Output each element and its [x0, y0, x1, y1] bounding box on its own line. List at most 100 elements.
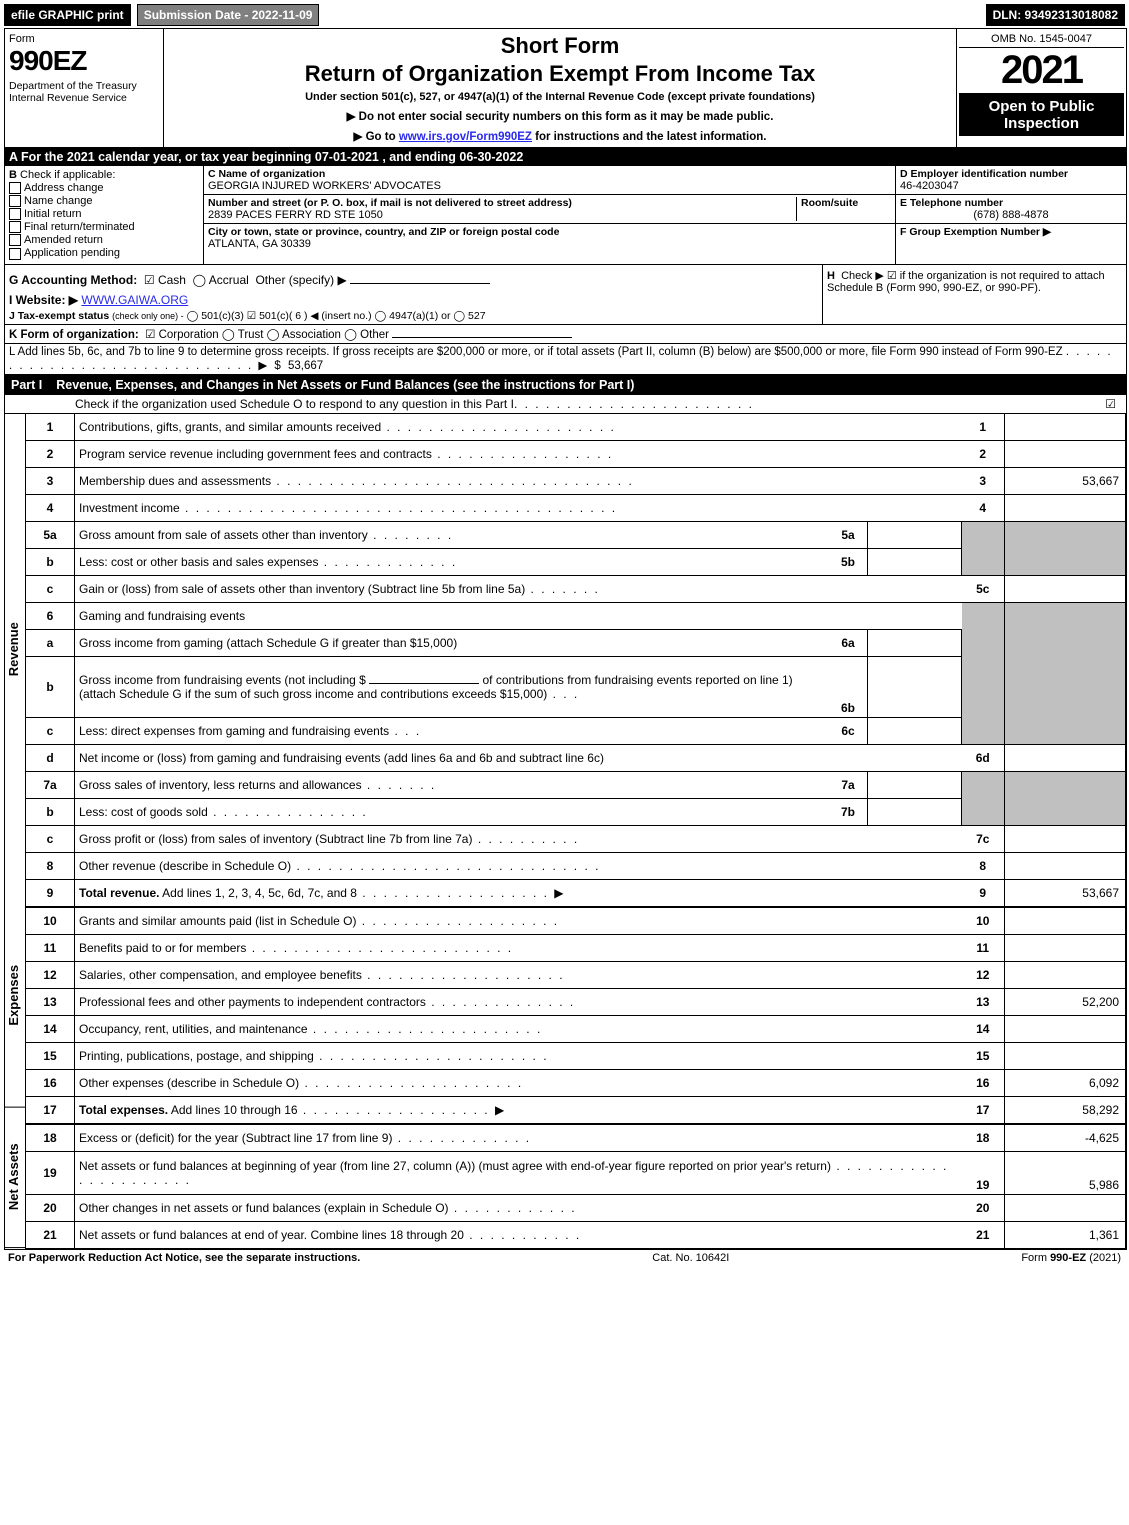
table-row: bLess: cost or other basis and sales exp… [26, 548, 1126, 575]
goto-suffix: for instructions and the latest informat… [532, 131, 767, 143]
dln-number: DLN: 93492313018082 [986, 4, 1125, 26]
table-row: 20Other changes in net assets or fund ba… [26, 1194, 1126, 1221]
part-i-table: 1Contributions, gifts, grants, and simil… [26, 414, 1126, 1249]
table-row: 16Other expenses (describe in Schedule O… [26, 1069, 1126, 1096]
label-name-change: Name change [24, 195, 93, 207]
submission-date: Submission Date - 2022-11-09 [137, 4, 320, 26]
checkbox-final-return[interactable] [9, 221, 21, 233]
box-c-street-label: Number and street (or P. O. box, if mail… [208, 197, 796, 209]
checkbox-application-pending[interactable] [9, 248, 21, 260]
table-row: 12Salaries, other compensation, and empl… [26, 961, 1126, 988]
box-g-label: G Accounting Method: [9, 273, 137, 287]
table-row: 6Gaming and fundraising events [26, 602, 1126, 629]
box-j-options: ◯ 501(c)(3) ☑ 501(c)( 6 ) ◀ (insert no.)… [187, 310, 486, 322]
table-row: 13Professional fees and other payments t… [26, 988, 1126, 1015]
ein-value: 46-4203047 [900, 180, 1122, 192]
form-title: Return of Organization Exempt From Incom… [172, 61, 948, 87]
box-i-label: I Website: ▶ [9, 293, 78, 307]
label-address-change: Address change [24, 182, 104, 194]
table-row: 5aGross amount from sale of assets other… [26, 521, 1126, 548]
open-to-public: Open to Public Inspection [959, 94, 1124, 136]
table-row: 17Total expenses. Add lines 10 through 1… [26, 1096, 1126, 1124]
table-row: 11Benefits paid to or for members . . . … [26, 934, 1126, 961]
side-label-revenue: Revenue [5, 414, 25, 884]
form-subtitle: Under section 501(c), 527, or 4947(a)(1)… [172, 91, 948, 103]
box-b-letter: B [9, 169, 17, 181]
box-h-letter: H [827, 270, 835, 282]
part-i-sub: Check if the organization used Schedule … [75, 397, 514, 411]
footer-form-no: 990-EZ [1050, 1252, 1086, 1264]
org-city: ATLANTA, GA 30339 [208, 238, 891, 250]
checkbox-address-change[interactable] [9, 182, 21, 194]
irs-link[interactable]: www.irs.gov/Form990EZ [399, 131, 532, 143]
box-j-sub: (check only one) - [112, 311, 184, 321]
form-number: 990EZ [9, 45, 159, 77]
box-d-label: D Employer identification number [900, 168, 1122, 180]
table-row: 1Contributions, gifts, grants, and simil… [26, 414, 1126, 441]
table-row: cGross profit or (loss) from sales of in… [26, 825, 1126, 852]
box-f-label: F Group Exemption Number ▶ [900, 226, 1122, 238]
goto-prefix: ▶ Go to [354, 131, 399, 143]
table-row: dNet income or (loss) from gaming and fu… [26, 744, 1126, 771]
table-row: 2Program service revenue including gover… [26, 440, 1126, 467]
room-suite-label: Room/suite [801, 197, 891, 209]
efile-graphic-print: efile GRAPHIC print [4, 4, 131, 26]
department-label: Department of the Treasury Internal Reve… [9, 80, 159, 104]
box-e-label: E Telephone number [900, 197, 1122, 209]
footer-paperwork: For Paperwork Reduction Act Notice, see … [8, 1252, 360, 1264]
table-row: 10Grants and similar amounts paid (list … [26, 907, 1126, 935]
telephone-value: (678) 888-4878 [900, 209, 1122, 221]
omb-number: OMB No. 1545-0047 [959, 31, 1124, 48]
box-c-city-label: City or town, state or province, country… [208, 226, 891, 238]
checkbox-amended-return[interactable] [9, 234, 21, 246]
table-row: 19Net assets or fund balances at beginni… [26, 1151, 1126, 1194]
box-h-text: Check ▶ ☑ if the organization is not req… [827, 270, 1105, 294]
form-label: Form [9, 33, 159, 45]
box-b-label: Check if applicable: [20, 169, 115, 181]
table-row: 21Net assets or fund balances at end of … [26, 1221, 1126, 1248]
footer-form-year: (2021) [1086, 1252, 1121, 1264]
section-a-tax-year: A For the 2021 calendar year, or tax yea… [5, 148, 1126, 166]
box-k-label: K Form of organization: [9, 329, 139, 341]
accounting-cash: Cash [158, 273, 186, 287]
box-l-text: L Add lines 5b, 6c, and 7b to line 9 to … [9, 346, 1063, 358]
table-row: bLess: cost of goods sold . . . . . . . … [26, 798, 1126, 825]
website-link[interactable]: WWW.GAIWA.ORG [81, 293, 188, 307]
table-row: 3Membership dues and assessments . . . .… [26, 467, 1126, 494]
footer-cat-no: Cat. No. 10642I [360, 1252, 1021, 1264]
privacy-notice: ▶ Do not enter social security numbers o… [172, 109, 948, 123]
side-label-netassets: Net Assets [5, 1107, 25, 1248]
table-row: 4Investment income . . . . . . . . . . .… [26, 494, 1126, 521]
table-row: 9Total revenue. Add lines 1, 2, 3, 4, 5c… [26, 879, 1126, 907]
table-row: 8Other revenue (describe in Schedule O) … [26, 852, 1126, 879]
part-i-title: Revenue, Expenses, and Changes in Net As… [56, 378, 634, 392]
accounting-other: Other (specify) ▶ [255, 273, 346, 287]
org-street: 2839 PACES FERRY RD STE 1050 [208, 209, 796, 221]
table-row: cGain or (loss) from sale of assets othe… [26, 575, 1126, 602]
table-row: bGross income from fundraising events (n… [26, 656, 1126, 717]
table-row: 14Occupancy, rent, utilities, and mainte… [26, 1015, 1126, 1042]
checkbox-name-change[interactable] [9, 195, 21, 207]
table-row: aGross income from gaming (attach Schedu… [26, 629, 1126, 656]
box-j-label: J Tax-exempt status [9, 310, 109, 322]
side-label-expenses: Expenses [5, 884, 25, 1108]
gross-receipts-value: 53,667 [288, 360, 323, 372]
table-row: 18Excess or (deficit) for the year (Subt… [26, 1124, 1126, 1152]
table-row: cLess: direct expenses from gaming and f… [26, 717, 1126, 744]
org-name: GEORGIA INJURED WORKERS' ADVOCATES [208, 180, 891, 192]
label-amended-return: Amended return [24, 234, 103, 246]
checkbox-initial-return[interactable] [9, 208, 21, 220]
label-initial-return: Initial return [24, 208, 81, 220]
part-i-sub-dots: . . . . . . . . . . . . . . . . . . . . … [514, 397, 754, 411]
short-form-title: Short Form [172, 33, 948, 59]
box-k-options: ☑ Corporation ◯ Trust ◯ Association ◯ Ot… [145, 329, 389, 341]
table-row: 7aGross sales of inventory, less returns… [26, 771, 1126, 798]
label-application-pending: Application pending [24, 247, 120, 259]
table-row: 15Printing, publications, postage, and s… [26, 1042, 1126, 1069]
footer-form-prefix: Form [1021, 1252, 1050, 1264]
part-i-label: Part I [11, 378, 56, 392]
label-final-return: Final return/terminated [24, 221, 135, 233]
box-c-name-label: C Name of organization [208, 168, 891, 180]
tax-year: 2021 [959, 48, 1124, 94]
accounting-accrual: Accrual [209, 273, 249, 287]
